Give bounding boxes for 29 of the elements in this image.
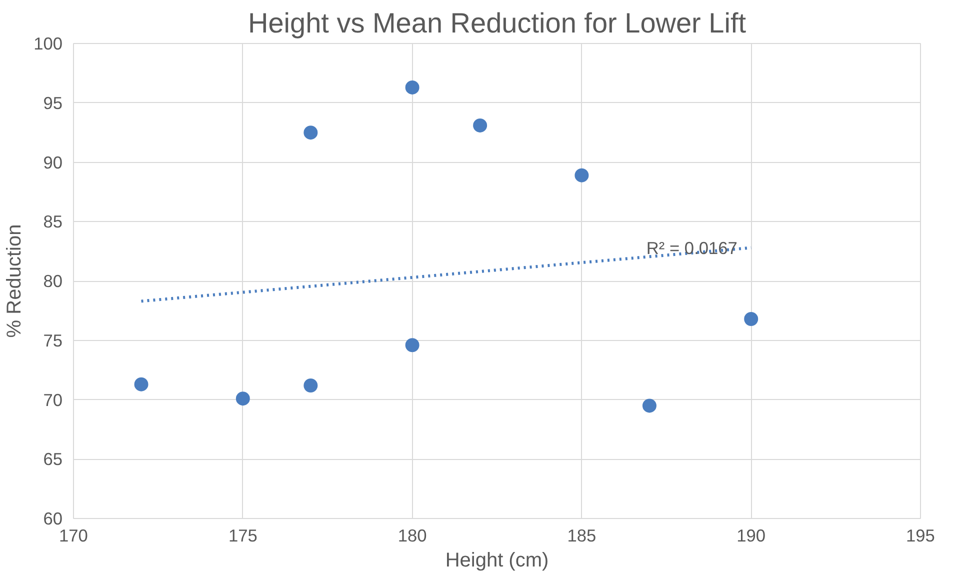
point <box>744 312 758 326</box>
y-tick-label: 90 <box>43 152 63 172</box>
y-axis-title: % Reduction <box>4 224 26 338</box>
x-tick-label: 185 <box>567 526 596 546</box>
point <box>236 392 250 406</box>
y-tick-label: 100 <box>34 34 63 54</box>
x-tick-label: 170 <box>59 526 88 546</box>
x-axis-title: Height (cm) <box>445 550 549 572</box>
point <box>405 338 420 352</box>
point <box>473 118 488 132</box>
point <box>405 80 420 94</box>
x-tick-label: 180 <box>398 526 427 546</box>
x-tick-label: 175 <box>228 526 258 546</box>
y-tick-label: 70 <box>43 390 63 410</box>
x-tick-label: 195 <box>906 526 935 546</box>
annotation: R² = 0.0167 <box>646 238 738 258</box>
y-tick-label: 75 <box>43 330 63 350</box>
x-tick-label: 190 <box>736 526 766 546</box>
y-tick-label: 95 <box>43 92 63 113</box>
y-tick-label: 80 <box>43 271 63 291</box>
y-tick-label: 85 <box>43 212 63 232</box>
y-tick-label: 60 <box>43 508 63 528</box>
point <box>134 377 148 392</box>
point <box>642 398 656 413</box>
y-tick-label: 65 <box>43 449 63 470</box>
point <box>304 378 318 392</box>
chart-title: Height vs Mean Reduction for Lower Lift <box>248 8 746 38</box>
point <box>574 168 589 182</box>
point <box>304 126 318 140</box>
